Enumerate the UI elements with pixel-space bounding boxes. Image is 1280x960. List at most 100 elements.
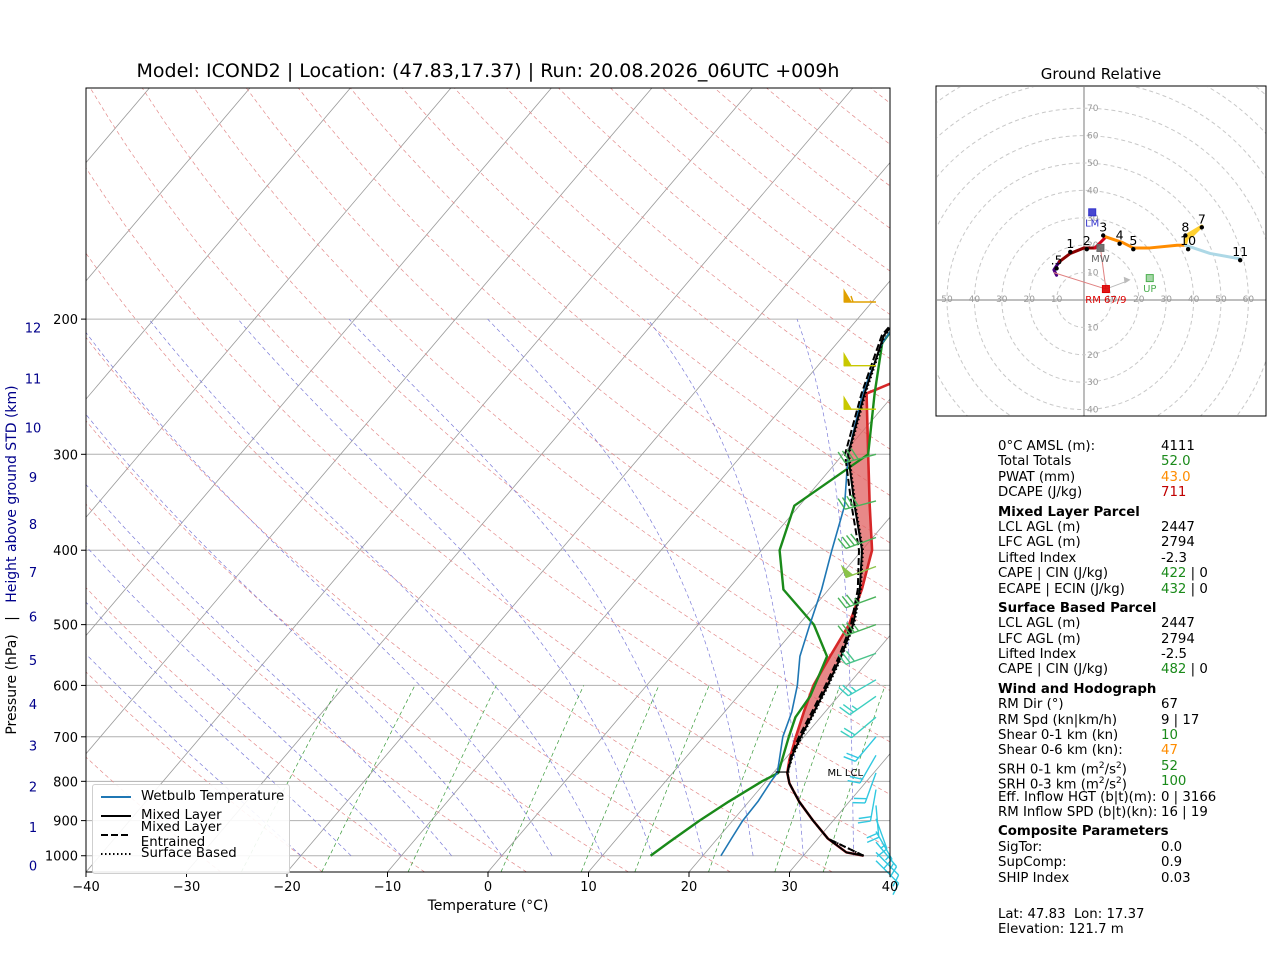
param-label: ECAPE | ECIN (J/kg) bbox=[998, 581, 1125, 597]
legend-label-wetbulb: Wetbulb Temperature bbox=[141, 789, 285, 804]
height-axis-label: Height above ground STD (km) bbox=[4, 385, 20, 603]
dry-adiabat-line bbox=[86, 336, 731, 872]
moist-adiabat-line bbox=[647, 318, 804, 856]
height-tick-label: 11 bbox=[25, 373, 42, 388]
section-heading-surface-based: Surface Based Parcel bbox=[998, 600, 1157, 616]
wind-barb bbox=[843, 351, 876, 367]
cin-value: | 0 bbox=[1186, 662, 1208, 678]
height-tick-label: 2 bbox=[29, 780, 37, 795]
param-value: 43.0 bbox=[1161, 469, 1191, 485]
dry-adiabat-line bbox=[89, 88, 890, 795]
wind-barbs bbox=[837, 288, 900, 895]
mixing-ratio-line bbox=[500, 685, 584, 872]
mixing-ratio-line bbox=[634, 685, 710, 872]
mixing-ratio-line bbox=[774, 685, 841, 872]
moist-adiabat-line bbox=[796, 318, 854, 856]
pressure-tick-label: 600 bbox=[53, 679, 78, 694]
wind-barb bbox=[852, 772, 877, 804]
moist-adiabat-line bbox=[86, 653, 302, 856]
barb-staff bbox=[844, 500, 877, 510]
moist-adiabat-line bbox=[86, 483, 452, 856]
param-ship: SHIP Index 0.03 bbox=[998, 871, 1268, 886]
param-rm-inflow: RM Inflow SPD (b|t)(kn): 16 | 19 bbox=[998, 805, 1268, 820]
wind-barb bbox=[837, 533, 877, 550]
legend-item-entrained: Mixed Layer Entrained bbox=[101, 820, 289, 850]
barb-full bbox=[845, 594, 855, 606]
label-part: SRH 0-1 km (m bbox=[998, 762, 1099, 778]
ecin-value: | 0 bbox=[1186, 581, 1208, 597]
section-heading-composite: Composite Parameters bbox=[998, 824, 1169, 840]
barb-full bbox=[845, 535, 855, 546]
param-label: SRH 0-3 km (m2/s2) bbox=[998, 774, 1161, 792]
pressure-axis-label: Pressure (hPa) bbox=[4, 634, 20, 735]
param-value: 422 | 0 bbox=[1161, 566, 1208, 581]
wind-barb bbox=[840, 564, 877, 579]
barb-full bbox=[850, 494, 859, 507]
barb-half bbox=[854, 597, 860, 604]
label-sup: 2 bbox=[1098, 776, 1105, 787]
param-dcape: DCAPE (J/kg) 711 bbox=[998, 485, 1268, 500]
label-part: /s bbox=[1104, 762, 1117, 778]
param-ml-lfc: LFC AGL (m) 2794 bbox=[998, 535, 1268, 550]
legend-item-wetbulb: Wetbulb Temperature bbox=[101, 787, 284, 806]
wind-barb bbox=[857, 789, 877, 824]
x-tick-label: 20 bbox=[681, 880, 698, 895]
plot-frame bbox=[85, 87, 891, 873]
barb-staff bbox=[845, 536, 877, 550]
barb-full bbox=[841, 652, 851, 664]
barb-full bbox=[845, 622, 855, 633]
cape-value: 482 bbox=[1161, 662, 1187, 678]
barb-staff bbox=[875, 818, 888, 850]
height-tick-label: 10 bbox=[25, 422, 42, 437]
cape-area bbox=[787, 393, 873, 773]
label-part: ) bbox=[1121, 777, 1127, 793]
param-value: 47 bbox=[1161, 743, 1178, 759]
param-label: RM Inflow SPD (b|t)(kn): bbox=[998, 804, 1158, 820]
wind-barb bbox=[840, 716, 877, 739]
mixing-ratio-line bbox=[321, 685, 416, 872]
barb-staff bbox=[854, 736, 877, 762]
legend-item-surface: Surface Based bbox=[101, 844, 237, 863]
moist-adiabat-line bbox=[148, 318, 603, 856]
wind-barb bbox=[843, 288, 876, 303]
param-rm-spd: RM Spd (kn|km/h) 9 | 17 bbox=[998, 713, 1268, 728]
param-label: LCL AGL (m) bbox=[998, 519, 1081, 535]
height-tick-label: 0 bbox=[29, 860, 37, 875]
isotherm-line bbox=[186, 88, 854, 872]
pressure-tick-label: 1000 bbox=[45, 850, 78, 865]
param-label: LFC AGL (m) bbox=[998, 631, 1081, 647]
dry-adiabat-line bbox=[141, 88, 890, 743]
label-sup: 2 bbox=[1116, 776, 1122, 787]
pressure-tick-label: 300 bbox=[53, 448, 78, 463]
label-part: SRH 0-3 km (m bbox=[998, 777, 1099, 793]
wind-barb bbox=[839, 695, 877, 716]
skewt-axes: −40 −30 −20 −10 0 10 20 30 402003004005006007008… bbox=[25, 313, 899, 895]
param-value: -2.5 bbox=[1161, 647, 1187, 663]
isotherm-line bbox=[588, 516, 890, 872]
barb-staff bbox=[845, 652, 877, 665]
barb-flag bbox=[840, 564, 854, 579]
barb-full bbox=[857, 820, 871, 824]
pressure-tick-label: 500 bbox=[53, 619, 78, 634]
temperature-line bbox=[786, 382, 890, 858]
param-label: LFC AGL (m) bbox=[998, 535, 1081, 551]
param-label: DCAPE (J/kg) bbox=[998, 485, 1083, 501]
height-tick-label: 4 bbox=[29, 698, 37, 713]
height-tick-label: 1 bbox=[29, 821, 37, 836]
location-info: Lat: 47.83 Lon: 17.37 Elevation: 121.7 m bbox=[998, 907, 1145, 938]
x-tick-label: −30 bbox=[173, 880, 200, 895]
barb-staff bbox=[851, 716, 877, 739]
barb-full bbox=[837, 625, 847, 637]
isotherm-line bbox=[86, 88, 753, 872]
label-part: ) bbox=[1121, 762, 1127, 778]
param-label: Shear 0-6 km (kn): bbox=[998, 743, 1123, 759]
param-ml-ecape: ECAPE | ECIN (J/kg) 432 | 0 bbox=[998, 582, 1268, 597]
cape-value: 422 bbox=[1161, 566, 1187, 582]
param-value: 10 bbox=[1161, 728, 1178, 744]
barb-full bbox=[837, 597, 847, 609]
wind-barb bbox=[843, 395, 876, 410]
ml-lcl-label: ML LCL bbox=[828, 768, 864, 779]
param-label: SupComp: bbox=[998, 855, 1067, 871]
isotherm-line bbox=[688, 634, 890, 872]
x-tick-label: 0 bbox=[484, 880, 492, 895]
